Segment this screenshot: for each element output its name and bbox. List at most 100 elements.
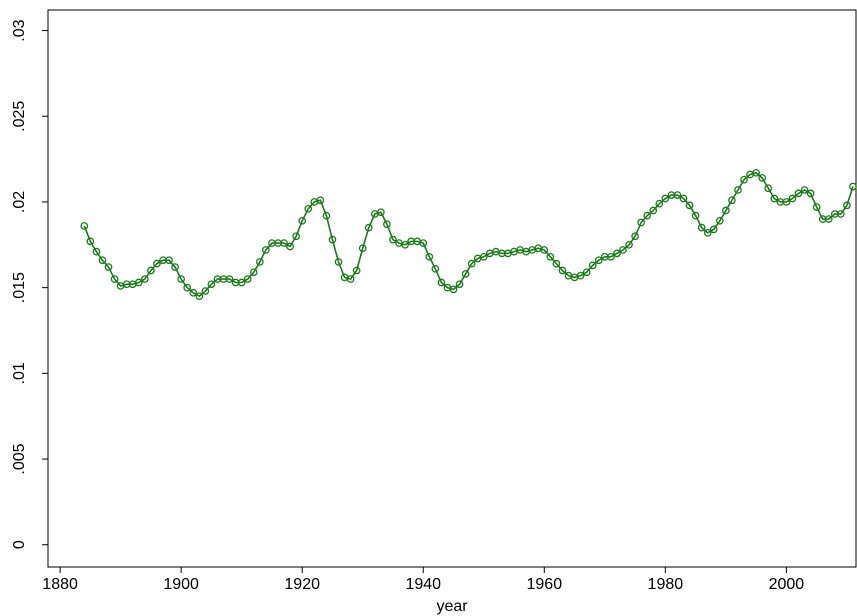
data-point (249, 268, 258, 277)
data-point (794, 189, 803, 198)
x-tick-label: 1920 (284, 576, 320, 593)
data-point (92, 247, 101, 256)
data-point (643, 211, 652, 220)
data-point (104, 263, 113, 271)
x-tick-label: 1900 (163, 576, 199, 593)
data-point (304, 204, 313, 213)
data-point (189, 288, 198, 297)
data-point (673, 191, 682, 199)
data-point (637, 218, 645, 227)
data-point (431, 264, 440, 273)
y-tick-label: .015 (11, 272, 28, 303)
y-tick-label: .01 (11, 362, 28, 384)
data-point (328, 235, 337, 244)
data-point (201, 287, 210, 295)
data-point (346, 275, 355, 283)
data-point (298, 216, 307, 225)
data-point (479, 252, 488, 261)
data-point (449, 285, 458, 294)
data-point (788, 194, 797, 203)
data-point (764, 184, 773, 193)
data-point (171, 263, 179, 271)
x-tick-label: 1940 (405, 576, 441, 593)
data-point (147, 266, 155, 275)
data-point (558, 266, 567, 275)
data-point (679, 194, 688, 203)
data-point (352, 266, 361, 275)
data-point (722, 206, 730, 215)
data-point (655, 199, 664, 208)
data-point (419, 239, 428, 247)
y-tick-label: .005 (11, 443, 28, 474)
data-point (292, 232, 300, 241)
data-point (183, 283, 192, 292)
data-point (140, 275, 149, 283)
data-point (843, 201, 851, 210)
data-point (134, 278, 143, 287)
data-point (177, 275, 186, 283)
data-point (782, 198, 791, 206)
data-point (455, 280, 464, 289)
y-tick-label: .02 (11, 191, 28, 213)
data-point (255, 258, 264, 266)
data-point (849, 182, 857, 191)
data-point (153, 259, 161, 268)
data-point (110, 275, 119, 283)
data-point (703, 228, 712, 237)
data-point (262, 246, 270, 254)
data-point (165, 256, 173, 265)
data-point (800, 186, 809, 194)
data-point (734, 186, 742, 194)
x-axis-label: year (436, 598, 468, 615)
y-tick-label: .025 (11, 101, 28, 132)
y-tick-label: 0 (11, 540, 28, 549)
data-line (83, 171, 854, 298)
x-tick-label: 2000 (769, 576, 805, 593)
data-point (334, 258, 343, 266)
data-point (649, 206, 658, 215)
data-point (237, 278, 246, 287)
data-point (661, 194, 670, 203)
data-point (758, 174, 767, 182)
data-point (280, 239, 288, 247)
data-point (582, 268, 591, 277)
data-point (383, 220, 391, 229)
data-point (425, 252, 434, 261)
data-point (80, 222, 89, 230)
data-point (619, 246, 627, 254)
x-tick-label: 1880 (42, 576, 78, 593)
plot-frame (47, 9, 857, 568)
data-point (740, 175, 748, 184)
data-point (613, 249, 621, 258)
data-point (552, 259, 561, 268)
data-point (461, 270, 470, 278)
data-point (588, 261, 597, 270)
data-point (540, 246, 549, 254)
data-point (728, 196, 736, 205)
data-point (594, 256, 603, 265)
data-point (243, 275, 252, 283)
data-point (364, 223, 373, 232)
data-point (837, 210, 845, 218)
data-point (770, 194, 779, 203)
data-point (631, 232, 639, 241)
data-point (401, 240, 409, 249)
data-point (812, 203, 821, 211)
y-tick-label: .03 (11, 19, 28, 41)
data-point (685, 201, 694, 210)
data-point (709, 225, 718, 234)
data-point (358, 244, 367, 253)
data-point (286, 242, 294, 251)
data-point (207, 280, 216, 289)
data-point (225, 275, 234, 283)
data-point (715, 216, 724, 225)
data-point (437, 278, 446, 287)
x-tick-label: 1980 (648, 576, 684, 593)
data-point (607, 252, 615, 261)
x-tick-label: 1960 (527, 576, 563, 593)
data-point (389, 235, 397, 244)
data-point (377, 208, 385, 217)
data-point (546, 252, 555, 261)
data-point (322, 211, 331, 220)
